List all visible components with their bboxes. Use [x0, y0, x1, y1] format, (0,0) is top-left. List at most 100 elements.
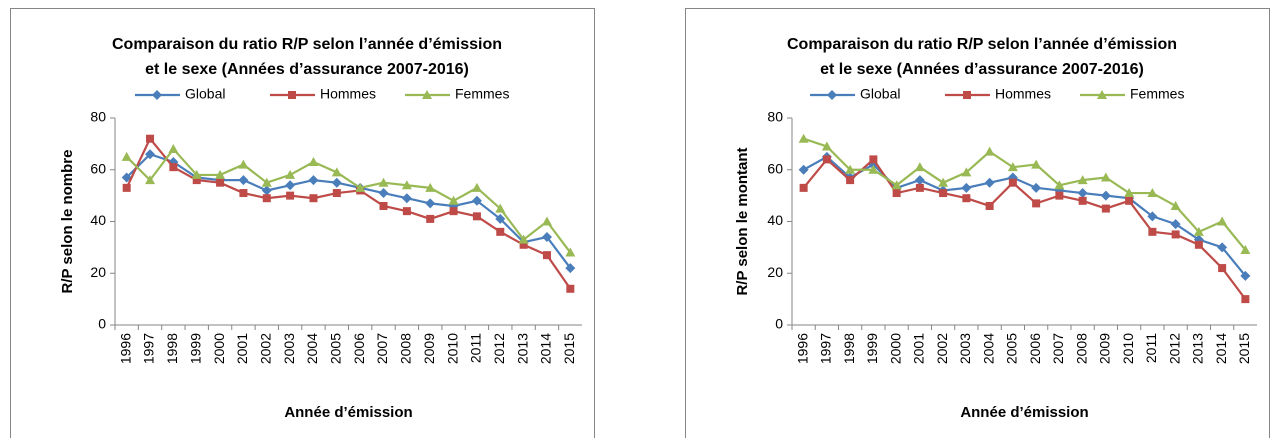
x-tick-label: 2002: [257, 333, 273, 364]
x-tick-label: 2005: [328, 333, 344, 364]
marker: [1171, 230, 1180, 239]
y-tick-label: 20: [767, 264, 783, 280]
marker: [1124, 188, 1135, 198]
y-tick-label: 40: [767, 212, 783, 228]
x-tick-label: 2001: [234, 333, 250, 364]
marker: [121, 172, 132, 183]
marker: [1031, 182, 1042, 193]
marker: [192, 176, 201, 185]
marker: [285, 169, 296, 179]
x-tick-label: 2006: [1027, 333, 1043, 364]
x-tick-label: 2009: [421, 333, 437, 364]
marker: [448, 195, 459, 205]
marker: [541, 232, 552, 243]
chart-title: Comparaison du ratio R/P selon l’année d…: [787, 36, 1177, 53]
x-tick-label: 2010: [444, 333, 460, 364]
y-tick-label: 80: [90, 109, 106, 125]
marker: [495, 213, 506, 224]
chart-subtitle: et le sexe (Années d’assurance 2007-2016…: [820, 61, 1144, 78]
x-tick-label: 2004: [980, 333, 996, 364]
marker: [378, 177, 389, 187]
y-tick-label: 60: [90, 160, 106, 176]
chart: Comparaison du ratio R/P selon l’année d…: [685, 8, 1270, 438]
marker: [425, 198, 436, 209]
marker: [261, 177, 272, 187]
marker: [379, 201, 388, 210]
x-tick-label: 2008: [398, 333, 414, 364]
marker: [449, 207, 458, 216]
x-tick-label: 2013: [1190, 333, 1206, 364]
marker: [1097, 90, 1107, 99]
x-tick-label: 2000: [887, 333, 903, 364]
marker: [542, 251, 551, 260]
x-tick-label: 2006: [351, 333, 367, 364]
marker: [426, 214, 435, 223]
y-tick-label: 80: [767, 109, 783, 125]
marker: [1007, 162, 1018, 172]
marker: [471, 195, 482, 206]
marker: [262, 194, 271, 203]
marker: [798, 164, 809, 175]
marker: [332, 189, 341, 198]
marker: [892, 189, 901, 198]
x-tick-label: 2002: [934, 333, 950, 364]
x-tick-label: 2012: [1166, 333, 1182, 364]
x-tick-label: 2000: [211, 333, 227, 364]
marker: [239, 189, 248, 198]
marker: [472, 212, 481, 221]
x-tick-label: 2011: [468, 333, 484, 363]
marker: [1194, 240, 1203, 249]
marker: [1147, 188, 1158, 198]
marker: [1008, 178, 1017, 187]
marker: [496, 227, 505, 236]
x-tick-label: 2015: [561, 333, 577, 364]
marker: [145, 149, 156, 160]
x-axis-title: Année d’émission: [960, 404, 1088, 421]
marker: [1240, 244, 1251, 254]
legend-label: Femmes: [1130, 86, 1184, 102]
x-tick-label: 2014: [1213, 333, 1229, 364]
marker: [961, 167, 972, 177]
y-axis-title: R/P selon le nombre: [59, 150, 76, 294]
marker: [1054, 180, 1065, 190]
marker: [1217, 242, 1228, 253]
marker: [518, 234, 529, 244]
marker: [1125, 196, 1134, 205]
marker: [541, 216, 552, 226]
marker: [422, 90, 432, 99]
x-tick-label: 1999: [187, 333, 203, 364]
marker: [471, 182, 482, 192]
marker: [286, 191, 295, 200]
y-tick-label: 0: [98, 316, 106, 332]
x-tick-label: 1996: [794, 333, 810, 364]
x-tick-label: 2003: [957, 333, 973, 364]
series-line: [803, 155, 1247, 277]
series-line: [125, 147, 572, 254]
x-tick-label: 1998: [841, 333, 857, 364]
marker: [914, 175, 925, 186]
marker: [1032, 199, 1041, 208]
marker: [822, 155, 831, 164]
marker: [566, 284, 575, 293]
marker: [868, 164, 879, 174]
marker: [827, 90, 837, 100]
marker: [261, 185, 272, 196]
marker: [845, 164, 856, 174]
marker: [355, 182, 366, 192]
marker: [169, 163, 178, 172]
marker: [914, 162, 925, 172]
legend-label: Hommes: [320, 86, 376, 102]
marker: [146, 134, 155, 143]
marker: [565, 263, 576, 274]
marker: [1170, 219, 1181, 230]
y-tick-label: 0: [775, 316, 783, 332]
x-tick-label: 2010: [1120, 333, 1136, 364]
marker: [402, 207, 411, 216]
marker: [168, 144, 179, 154]
chart-subtitle: et le sexe (Années d’assurance 2007-2016…: [145, 61, 469, 78]
x-tick-label: 1996: [117, 333, 133, 364]
marker: [122, 183, 131, 192]
x-tick-label: 2007: [374, 333, 390, 364]
